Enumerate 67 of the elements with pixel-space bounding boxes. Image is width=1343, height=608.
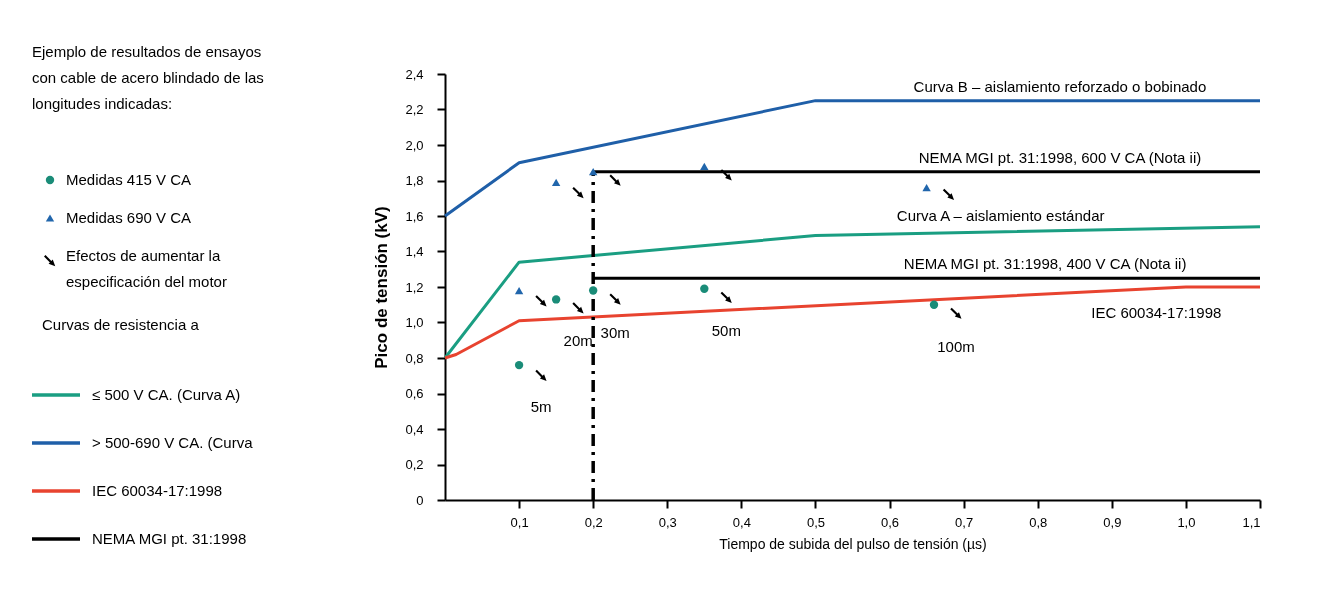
y-tick-label: 0 <box>416 492 424 508</box>
point <box>720 291 732 303</box>
line-series <box>443 225 1262 360</box>
annotation: 50m <box>711 321 741 339</box>
point <box>514 360 524 370</box>
y-tick-label: 0,8 <box>405 350 424 366</box>
x-tick-label: 1,1 <box>1242 514 1261 530</box>
annotation: 20m <box>563 332 593 350</box>
annotation: 5m <box>530 398 552 416</box>
annotation: Curva B – aislamiento reforzado o bobinado <box>913 77 1207 95</box>
y-tick-label: 1,2 <box>405 279 424 295</box>
y-tick-label: 2,0 <box>405 137 424 153</box>
point <box>589 286 598 295</box>
legend-title: Curvas de resistencia a <box>42 316 200 333</box>
point <box>551 178 561 186</box>
point <box>609 174 621 186</box>
x-tick-label: 0,4 <box>732 514 751 530</box>
y-tick-label: 0,4 <box>405 421 424 437</box>
annotation: NEMA MGI pt. 31:1998, 600 V CA (Nota ii) <box>918 148 1202 166</box>
y-tick-label: 2,2 <box>405 102 424 117</box>
legend-label: NEMA MGI pt. 31:1998 <box>92 530 247 547</box>
y-tick-label: 1,6 <box>405 208 424 224</box>
point <box>922 183 931 192</box>
point <box>514 286 524 295</box>
y-tick-label: 1,8 <box>405 173 424 188</box>
point <box>950 307 962 319</box>
legend-label: ≤ 500 V CA. (Curva A) <box>92 386 241 403</box>
point <box>700 162 709 170</box>
annotation: NEMA MGI pt. 31:1998, 400 V CA (Nota ii) <box>903 255 1187 273</box>
y-tick-label: 1,0 <box>405 315 424 330</box>
y-tick-label: 0,6 <box>405 386 424 401</box>
legend-label: IEC 60034-17:1998 <box>92 482 223 499</box>
x-tick-label: 0,9 <box>1103 514 1122 530</box>
point <box>572 186 584 199</box>
point <box>535 295 547 307</box>
point <box>700 284 709 293</box>
x-tick-label: 0,7 <box>955 514 974 530</box>
annotation: IEC 60034-17:1998 <box>1091 303 1222 321</box>
x-tick-label: 0,1 <box>510 514 529 530</box>
point <box>535 369 547 381</box>
point <box>551 295 561 304</box>
point <box>720 169 732 181</box>
legend-label: Medidas 415 V CA <box>66 171 192 188</box>
text: Ejemplo de resultados de ensayos con cable de acero blindado de las longitudes indicadas: <box>32 43 264 112</box>
point <box>589 168 598 176</box>
point <box>942 188 955 200</box>
annotation: 100m <box>937 337 975 355</box>
annotation: Curva A – aislamiento estándar <box>896 207 1105 225</box>
x-tick-label: 0,6 <box>881 514 900 530</box>
point <box>929 300 939 309</box>
x-tick-label: 0,2 <box>584 514 603 530</box>
x-axis-title: Tiempo de subida del pulso de tensión (µs) <box>719 535 987 552</box>
annotation: 30m <box>600 323 630 341</box>
y-tick-label: 1,4 <box>405 244 424 259</box>
x-tick-label: 0,8 <box>1029 514 1048 530</box>
legend-label: > 500-690 V CA. (Curva <box>92 434 254 451</box>
point <box>572 302 584 314</box>
y-tick-label: 2,4 <box>405 66 424 82</box>
point <box>609 293 621 305</box>
legend-label: Medidas 690 V CA <box>66 209 192 226</box>
legend-label: Efectos de aumentar la especificación del motor <box>66 247 227 290</box>
x-tick-label: 1,0 <box>1177 514 1196 530</box>
x-tick-label: 0,5 <box>806 514 825 530</box>
x-tick-label: 0,3 <box>658 514 677 530</box>
y-tick-label: 0,2 <box>405 457 424 472</box>
line-series <box>443 285 1262 360</box>
y-axis-title: Pico de tensión (kV) <box>372 206 392 369</box>
